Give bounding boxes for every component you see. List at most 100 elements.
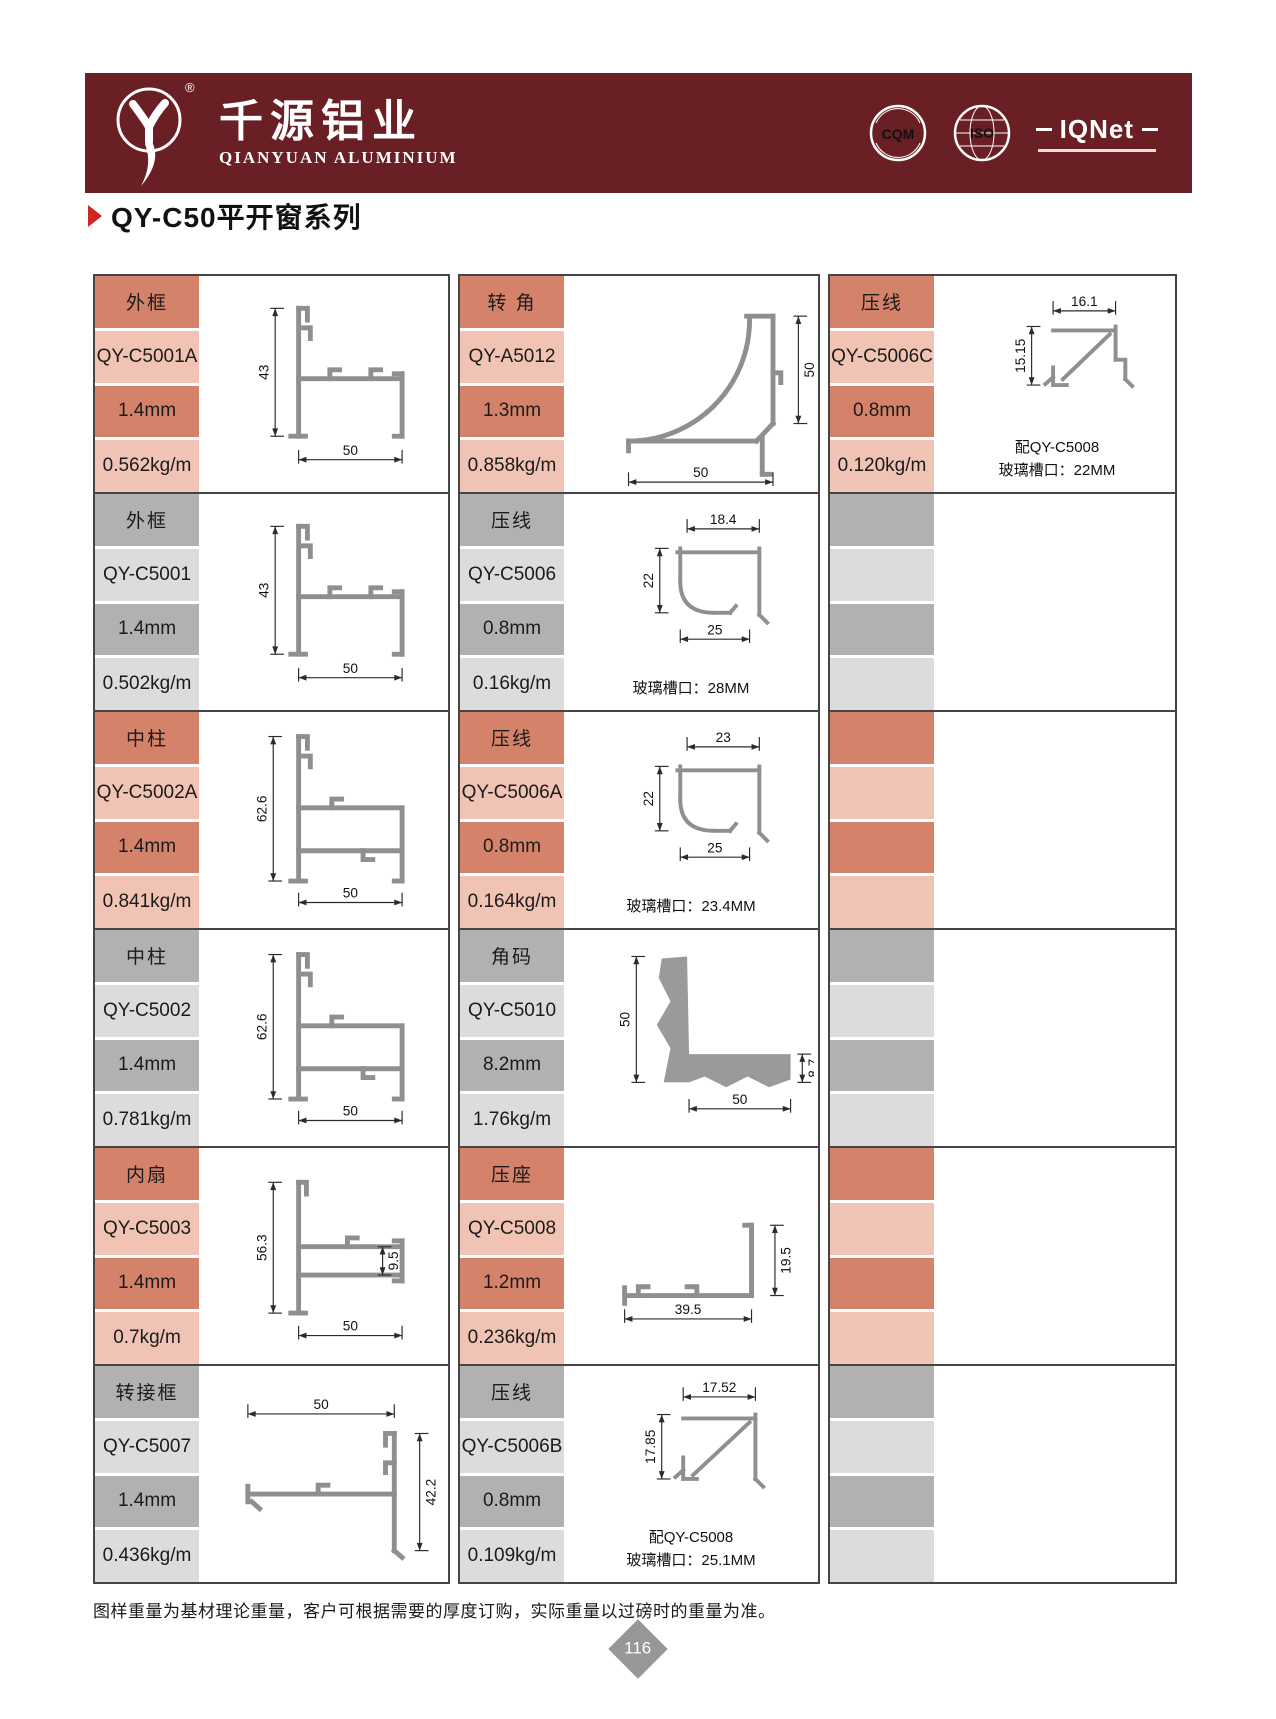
profile-weight-label: 1.76kg/m	[460, 1094, 564, 1146]
profile-card: 压线 QY-C5006C 0.8mm 0.120kg/m 16.1 15.15 配Q…	[828, 274, 1177, 494]
profile-label-column: 内扇 QY-C5003 1.4mm 0.7kg/m	[95, 1148, 199, 1364]
profile-card-empty	[828, 710, 1177, 930]
brand-name-cn: 千源铝业	[219, 96, 423, 146]
profile-thickness-label: 0.8mm	[460, 821, 564, 874]
profile-drawing-area	[934, 712, 1175, 928]
profile-thickness-label: 1.4mm	[95, 1475, 199, 1528]
svg-text:19.5: 19.5	[779, 1247, 794, 1274]
profile-card-empty	[828, 1364, 1177, 1584]
iso-cert-icon: ISO	[952, 103, 1012, 163]
header-bar: ® 千源铝业 QIANYUAN ALUMINIUM CQM ISO	[85, 73, 1192, 193]
profile-drawing-area: 43 50	[199, 494, 448, 710]
profile-drawing-area: 43 50	[199, 276, 448, 492]
profile-drawing-area: 16.1 15.15 配QY-C5008 玻璃槽口：22MM	[934, 276, 1180, 492]
profile-card: 外框 QY-C5001A 1.4mm 0.562kg/m 43 50	[93, 274, 450, 494]
profile-card: 转 角 QY-A5012 1.3mm 0.858kg/m 50 50	[458, 274, 820, 494]
profile-drawing-area: 50 50 8.7	[564, 930, 818, 1146]
profile-column-1: 外框 QY-C5001A 1.4mm 0.562kg/m 43 50 外框 QY-…	[93, 274, 450, 1584]
profile-label-column: 外框 QY-C5001 1.4mm 0.502kg/m	[95, 494, 199, 710]
svg-text:8.7: 8.7	[806, 1059, 814, 1078]
technical-drawing: 43 50	[256, 305, 405, 464]
profile-card: 压线 QY-C5006 0.8mm 0.16kg/m 18.4 22 25 玻璃槽口：…	[458, 492, 820, 712]
page-title: QY-C50平开窗系列	[111, 202, 362, 233]
profile-card-empty	[828, 1146, 1177, 1366]
iqnet-label: IQNet	[1059, 114, 1134, 144]
profile-type-label: 内扇	[95, 1148, 199, 1200]
cqm-cert-icon: CQM	[868, 103, 928, 163]
profile-weight-label: 0.236kg/m	[460, 1312, 564, 1364]
profile-drawing-area: 50 50	[564, 276, 818, 492]
profile-model-label: QY-C5010	[460, 984, 564, 1037]
profile-label-column: 压线 QY-C5006C 0.8mm 0.120kg/m	[830, 276, 934, 492]
profile-model-label: QY-C5006	[460, 548, 564, 601]
svg-text:43: 43	[256, 583, 271, 598]
profile-type-label	[830, 930, 934, 982]
profile-drawing-area: 62.6 50	[199, 712, 448, 928]
svg-text:CQM: CQM	[881, 126, 914, 142]
technical-drawing: 19.5 39.5	[622, 1222, 794, 1323]
profile-weight-label: 0.109kg/m	[460, 1530, 564, 1582]
profile-type-label: 角码	[460, 930, 564, 982]
profile-model-label: QY-C5001A	[95, 330, 199, 383]
technical-drawing: 50 50	[626, 313, 814, 487]
svg-text:22: 22	[641, 791, 656, 806]
profile-thickness-label: 0.8mm	[830, 385, 934, 438]
profile-thickness-label: 8.2mm	[460, 1039, 564, 1092]
profile-drawing-area: 19.5 39.5	[564, 1148, 818, 1364]
profile-model-label	[830, 766, 934, 819]
svg-text:50: 50	[342, 1319, 358, 1334]
svg-text:43: 43	[256, 365, 271, 380]
profile-drawing-area: 23 22 25 玻璃槽口：23.4MM	[564, 712, 818, 928]
profile-label-column: 中柱 QY-C5002 1.4mm 0.781kg/m	[95, 930, 199, 1146]
svg-text:50: 50	[342, 886, 358, 901]
svg-text:50: 50	[342, 661, 358, 676]
profile-model-label	[830, 984, 934, 1037]
profile-grid: 外框 QY-C5001A 1.4mm 0.562kg/m 43 50 外框 QY-…	[93, 274, 1177, 1584]
profile-label-column: 压座 QY-C5008 1.2mm 0.236kg/m	[460, 1148, 564, 1364]
profile-type-label: 压线	[460, 494, 564, 546]
profile-card: 内扇 QY-C5003 1.4mm 0.7kg/m 56.3 9.5 50	[93, 1146, 450, 1366]
profile-weight-label: 0.436kg/m	[95, 1530, 199, 1582]
profile-drawing-area: 17.52 17.85 配QY-C5008 玻璃槽口：25.1MM	[564, 1366, 818, 1582]
profile-label-column: 外框 QY-C5001A 1.4mm 0.562kg/m	[95, 276, 199, 492]
profile-model-label: QY-C5008	[460, 1202, 564, 1255]
profile-thickness-label: 1.4mm	[95, 603, 199, 656]
svg-text:25: 25	[707, 840, 723, 855]
svg-text:17.85: 17.85	[643, 1429, 658, 1464]
profile-thickness-label	[830, 1475, 934, 1528]
iqnet-dash-left	[1035, 128, 1052, 131]
profile-label-column	[830, 930, 934, 1146]
profile-weight-label: 0.7kg/m	[95, 1312, 199, 1364]
profile-thickness-label: 1.4mm	[95, 1257, 199, 1310]
profile-thickness-label	[830, 1039, 934, 1092]
technical-drawing: 17.52 17.85	[643, 1380, 766, 1490]
page-number-badge: 116	[608, 1619, 668, 1679]
svg-text:50: 50	[618, 1011, 633, 1027]
svg-text:22: 22	[641, 573, 656, 588]
profile-type-label	[830, 494, 934, 546]
profile-model-label	[830, 1420, 934, 1473]
profile-model-label	[830, 1202, 934, 1255]
svg-text:23: 23	[716, 730, 731, 745]
page-number: 116	[624, 1638, 652, 1658]
profile-weight-label	[830, 1530, 934, 1582]
drawing-note: 玻璃槽口：23.4MM	[626, 897, 756, 915]
profile-thickness-label	[830, 603, 934, 656]
svg-text:42.2: 42.2	[423, 1479, 438, 1506]
profile-label-column: 转接框 QY-C5007 1.4mm 0.436kg/m	[95, 1366, 199, 1582]
profile-label-column	[830, 712, 934, 928]
brand-text: 千源铝业 QIANYUAN ALUMINIUM	[219, 96, 458, 168]
profile-drawing-area: 50 42.2	[199, 1366, 448, 1582]
profile-thickness-label: 0.8mm	[460, 603, 564, 656]
profile-thickness-label: 1.4mm	[95, 385, 199, 438]
profile-drawing-area	[934, 494, 1175, 710]
profile-drawing-area: 62.6 50	[199, 930, 448, 1146]
technical-drawing: 16.1 15.15	[1013, 294, 1135, 389]
iqnet-dash-right	[1142, 128, 1158, 131]
profile-weight-label	[830, 1094, 934, 1146]
profile-label-column: 中柱 QY-C5002A 1.4mm 0.841kg/m	[95, 712, 199, 928]
profile-type-label	[830, 712, 934, 764]
profile-card-empty	[828, 928, 1177, 1148]
profile-label-column: 转 角 QY-A5012 1.3mm 0.858kg/m	[460, 276, 564, 492]
profile-type-label	[830, 1366, 934, 1418]
